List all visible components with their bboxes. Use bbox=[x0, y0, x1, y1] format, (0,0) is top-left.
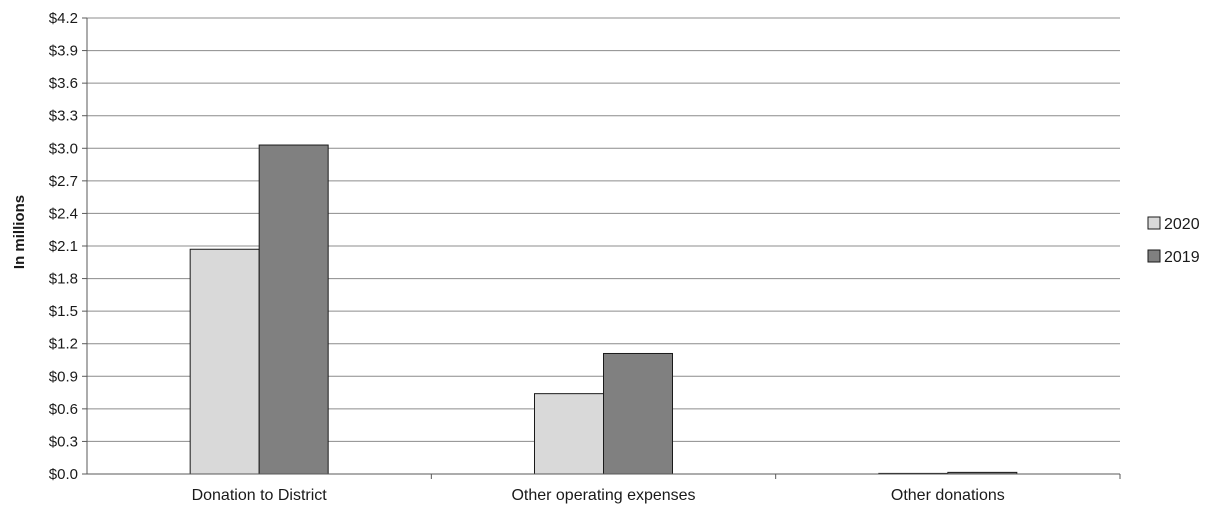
bars bbox=[189, 144, 1018, 475]
x-category-label: Donation to District bbox=[192, 487, 328, 504]
legend-swatch-2020 bbox=[1147, 216, 1161, 230]
y-tick-label: $3.9 bbox=[49, 43, 78, 60]
y-tick-label: $4.2 bbox=[49, 10, 78, 27]
y-tick-label: $1.5 bbox=[49, 303, 78, 320]
y-tick-label: $3.6 bbox=[49, 75, 78, 92]
y-tick-label: $3.3 bbox=[49, 108, 78, 125]
legend-swatch-2019 bbox=[1147, 249, 1161, 263]
y-axis-ticks: $0.0 $0.3 $0.6 $0.9 $1.2 $1.5 $1.8 $2.1 $2.4 $2.7… bbox=[49, 10, 87, 483]
bar-2019 bbox=[603, 352, 673, 475]
legend-label-2020: 2020 bbox=[1164, 216, 1200, 233]
y-tick-label: $3.0 bbox=[49, 140, 78, 157]
y-tick-label: $0.6 bbox=[49, 401, 78, 418]
x-category-label: Other operating expenses bbox=[511, 487, 695, 504]
x-category-label: Other donations bbox=[891, 487, 1005, 504]
y-tick-label: $2.4 bbox=[49, 205, 78, 222]
y-tick-label: $1.8 bbox=[49, 271, 78, 288]
y-tick-label: $2.1 bbox=[49, 238, 78, 255]
y-tick-label: $1.2 bbox=[49, 336, 78, 353]
legend: 2020 2019 bbox=[1147, 216, 1200, 266]
x-axis-categories: Donation to District Other operating expe… bbox=[192, 487, 1005, 504]
bar-2019 bbox=[258, 144, 329, 475]
legend-label-2019: 2019 bbox=[1164, 249, 1200, 266]
y-axis-label: In millions bbox=[11, 195, 28, 269]
bar-2020 bbox=[189, 248, 260, 475]
y-tick-label: $2.7 bbox=[49, 173, 78, 190]
y-tick-label: $0.3 bbox=[49, 433, 78, 450]
x-axis bbox=[86, 18, 1121, 479]
y-tick-label: $0.9 bbox=[49, 368, 78, 385]
bar-2020 bbox=[534, 393, 604, 475]
y-tick-label: $0.0 bbox=[49, 466, 78, 483]
